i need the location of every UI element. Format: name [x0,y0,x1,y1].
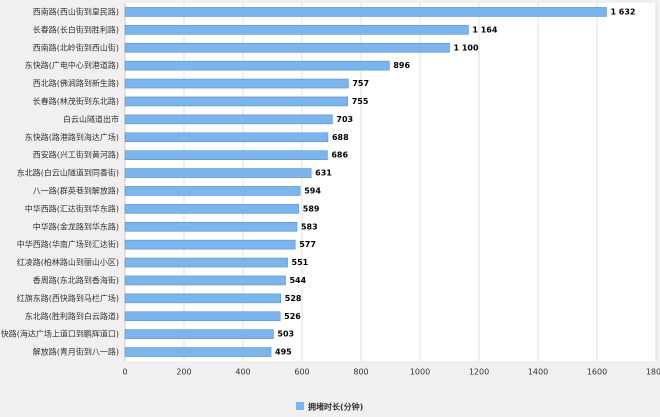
value-label: 594 [304,186,321,195]
bar [124,150,328,160]
x-tick-label: 600 [294,368,309,377]
y-tick-label: 中华西路(汇达街到华东路) [25,203,119,213]
value-label: 1 632 [610,7,635,16]
y-tick-label: 西安路(兴工街到黄河路) [33,150,119,160]
value-label: 1 100 [454,43,479,52]
plot-area [125,3,656,361]
y-tick-label: 八一路(群英巷到解放路) [33,185,119,195]
value-label: 589 [303,204,320,213]
value-label: 528 [285,294,302,303]
y-tick-label: 解放路(青月街到八一路) [33,347,119,357]
x-tick-label: 1400 [528,368,548,377]
value-label: 688 [332,133,349,142]
y-tick-label: 红凌路(柏林路山到丽山小区) [17,257,119,267]
bar [124,42,450,53]
y-tick-label: 西南路(西山街到皇民路) [33,6,119,16]
value-label: 686 [331,151,348,160]
bar [124,293,282,304]
y-tick-label: 西南路(北岭街到西山街) [33,42,119,52]
bar [124,311,281,322]
bar [124,60,390,71]
value-label: 755 [352,97,369,106]
bar [124,7,607,17]
y-tick-label: 长春路(长白街到胜利路) [33,24,119,34]
legend-label: 拥堵时长(分钟) [308,402,363,412]
value-label: 896 [393,61,410,70]
value-label: 703 [336,115,353,124]
bar [124,257,288,268]
bar [124,25,469,35]
bar [124,114,333,125]
x-tick-label: 1800 [646,368,660,377]
bar [124,132,329,143]
bar [124,168,312,178]
y-tick-label: 白云山隧道出市 [63,114,119,124]
bar [124,96,349,107]
bar [124,221,298,232]
x-tick-label: 1000 [410,368,430,377]
y-tick-label: 东北路(白云山隧道到同香街) [17,168,119,178]
value-label: 551 [292,258,309,267]
y-tick-label: 中华西路(华南广场到汇达街) [17,239,119,249]
x-tick-label: 0 [122,368,127,377]
y-tick-label: 中华路(金龙路到华东路) [33,221,119,231]
x-tick-label: 1600 [587,368,607,377]
value-label: 583 [301,222,318,231]
y-tick-label: 东北路(胜利路到白云路道) [25,311,119,321]
y-tick-label: 西北路(佛涧路到新生路) [33,78,119,88]
y-tick-label: 红旗东路(西快路到马栏广场) [17,293,119,303]
bar [124,204,300,214]
y-tick-label: 长春路(林茂街到东北路) [33,96,119,106]
value-label: 495 [275,348,292,357]
value-label: 577 [299,240,316,249]
y-tick-label: 香周路(东北路到香海街) [33,275,119,285]
value-label: 503 [277,330,294,339]
bar [124,275,286,286]
bar [124,239,296,250]
value-label: 631 [315,169,332,178]
y-tick-label: 东快路(路港路到海达广场) [25,132,119,142]
bar [124,347,272,357]
x-tick-label: 1200 [469,368,489,377]
value-label: 526 [284,312,301,321]
bar [124,186,301,196]
value-label: 544 [289,276,306,285]
value-label: 757 [352,79,369,88]
bar [124,78,349,89]
y-tick-label: 东快路(广电中心到港道路) [25,60,119,70]
value-label: 1 164 [472,25,497,34]
x-tick-label: 400 [235,368,250,377]
y-tick-label: 东快路(海达广场上道口到鹏辉道口) [0,329,119,339]
bar [124,329,274,339]
x-tick-label: 200 [176,368,191,377]
x-tick-label: 800 [353,368,368,377]
legend-swatch [296,402,304,410]
